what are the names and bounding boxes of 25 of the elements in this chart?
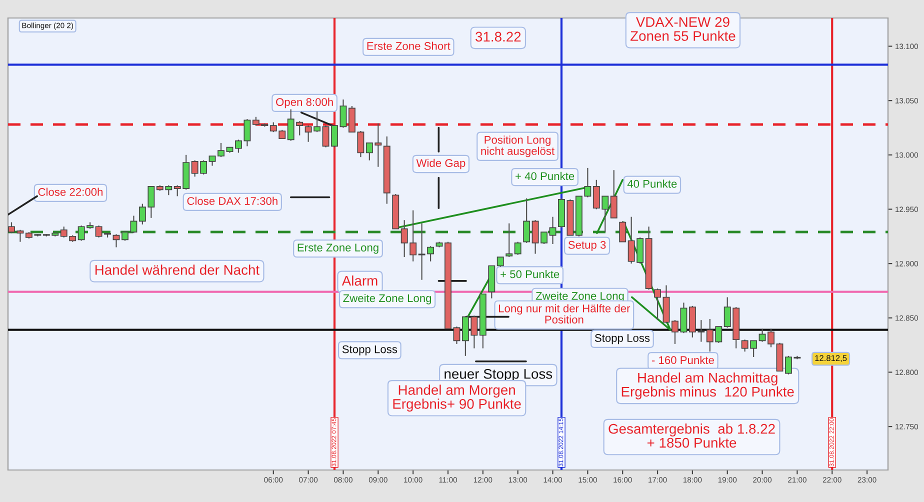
annotation: Close 22:00h [38,188,102,196]
annotation: Zweite Zone Long [343,294,432,304]
annotation: - 160 Punkte [652,356,714,364]
annotation: neuer Stopp Loss [444,368,552,382]
annotation: Handel während der Nacht [95,264,260,275]
annotation: Erste Zone Long [298,244,378,254]
annotation: Open 8:00h [276,98,333,108]
annotation: Setup 3 [568,240,606,251]
annotation: Handel am Morgen Ergebnis+ 90 Punkte [393,384,521,412]
annotation: 31.8.22 [476,32,521,42]
annotation: + 40 Punkte [516,172,574,180]
annotation: 40 Punkte [627,180,677,188]
annotation: Gesamtergebnis ab 1.8.22 + 1850 Punkte [608,424,775,448]
annotation: Stopp Loss [594,334,650,344]
annotation: 12.812,5 [815,355,847,362]
annotation: Erste Zone Short [367,42,450,50]
annotation: Close DAX 17:30h [187,196,278,205]
annotation: Wide Gap [416,158,466,170]
annotation: Position Long nicht ausgelöst [481,136,554,158]
annotation: Handel am Nachmittag Ergebnis minus 120 Punkte [622,372,794,400]
annotation: Alarm [342,275,378,286]
annotation: Long nur mit der Hälfte der Position [498,304,630,324]
annotation: VDAX-NEW 29 Zonen 55 Punkte [630,17,736,41]
annotation: + 50 Punkte [500,270,560,278]
annotation: Stopp Loss [342,345,398,356]
